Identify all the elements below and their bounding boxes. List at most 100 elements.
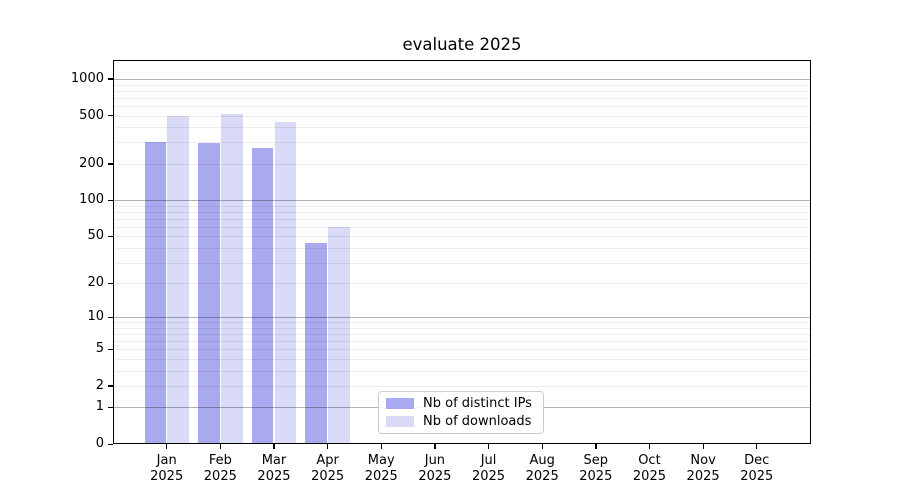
x-tick-year: 2025: [632, 468, 666, 484]
y-tick-mark-1: [107, 406, 113, 409]
y-tick-mark-200: [107, 163, 113, 165]
x-tick-month: Jun: [424, 453, 446, 468]
x-tick-label-jun: Jun 2025: [403, 453, 467, 484]
gridline-y-800: [113, 90, 811, 92]
gridline-y-1000: [113, 78, 811, 80]
x-tick-month: Sep: [583, 453, 609, 468]
x-tick-mark-feb: [219, 444, 222, 449]
x-tick-mark-jan: [166, 444, 168, 449]
y-tick-mark-5: [107, 348, 113, 351]
gridline-y-400: [113, 127, 811, 129]
x-tick-month: Mar: [261, 453, 287, 468]
x-tick-year: 2025: [525, 468, 559, 484]
y-tick-label-2: 2: [95, 377, 104, 393]
y-tick-mark-0: [107, 443, 113, 445]
x-tick-label-oct: Oct 2025: [617, 453, 681, 484]
bar-distinct-ips: [251, 148, 274, 444]
bar-distinct-ips: [305, 242, 327, 444]
gridline-y-50: [113, 236, 811, 238]
gridline-y-40: [113, 247, 811, 249]
y-tick-label-200: 200: [79, 155, 104, 171]
x-tick-label-mar: Mar 2025: [242, 453, 306, 484]
gridline-y-70: [113, 218, 811, 220]
x-tick-year: 2025: [364, 468, 398, 484]
bar-downloads: [220, 113, 243, 444]
gridline-y-80: [113, 211, 811, 213]
x-tick-mark-apr: [327, 444, 329, 449]
y-tick-label-50: 50: [87, 228, 104, 244]
x-tick-month: Feb: [208, 453, 232, 468]
x-tick-label-nov: Nov 2025: [671, 453, 735, 484]
chart-title: evaluate 2025: [402, 35, 522, 54]
y-tick-mark-10: [107, 316, 113, 318]
y-tick-label-100: 100: [79, 192, 104, 208]
gridline-y-4: [113, 358, 811, 360]
gridline-y-600: [113, 105, 811, 107]
bar-downloads: [328, 226, 350, 444]
x-tick-label-aug: Aug 2025: [510, 453, 574, 484]
gridline-y-10: [113, 317, 811, 319]
y-tick-label-5: 5: [95, 341, 104, 357]
x-tick-year: 2025: [579, 468, 613, 484]
legend-entry: Nb of distinct IPs: [386, 396, 536, 411]
legend-swatch-distinct-ips: [386, 397, 414, 410]
gridline-y-6: [113, 341, 811, 343]
x-tick-month: May: [367, 453, 395, 468]
x-tick-mark-dec: [756, 444, 758, 449]
x-tick-mark-sep: [595, 444, 597, 449]
y-tick-label-10: 10: [87, 309, 104, 325]
x-tick-mark-may: [380, 444, 382, 449]
gridline-y-200: [113, 163, 811, 165]
y-tick-mark-1000: [107, 78, 113, 80]
gridline-y-2: [113, 385, 811, 387]
x-tick-label-may: May 2025: [349, 453, 413, 484]
x-tick-label-dec: Dec 2025: [725, 453, 789, 484]
x-tick-label-apr: Apr 2025: [296, 453, 360, 484]
x-tick-month: Nov: [690, 453, 716, 468]
x-tick-label-jan: Jan 2025: [135, 453, 199, 484]
x-tick-mark-aug: [541, 444, 543, 449]
x-tick-mark-mar: [273, 444, 275, 449]
x-tick-year: 2025: [203, 468, 237, 484]
bar-downloads: [167, 115, 189, 444]
x-tick-month: Dec: [744, 453, 770, 468]
bar-distinct-ips: [198, 143, 220, 444]
y-tick-mark-50: [107, 235, 113, 237]
x-tick-mark-nov: [702, 444, 704, 449]
gridline-y-20: [113, 283, 811, 285]
x-tick-label-jul: Jul 2025: [457, 453, 521, 484]
x-tick-mark-oct: [648, 444, 651, 449]
x-tick-month: Oct: [638, 453, 661, 468]
y-tick-label-500: 500: [79, 107, 104, 123]
y-tick-mark-2: [107, 385, 113, 387]
gridline-y-7: [113, 334, 811, 336]
y-tick-label-1000: 1000: [70, 70, 104, 86]
legend: Nb of distinct IPs Nb of downloads: [378, 391, 544, 434]
plot-area: [113, 60, 811, 444]
y-tick-label-0: 0: [95, 436, 104, 451]
gridline-y-100: [113, 200, 811, 202]
gridline-y-300: [113, 142, 811, 144]
y-tick-label-20: 20: [87, 275, 104, 291]
y-tick-mark-500: [107, 115, 113, 117]
gridline-y-8: [113, 327, 811, 329]
gridline-y-9: [113, 322, 811, 324]
x-tick-year: 2025: [418, 468, 452, 484]
legend-swatch-downloads: [386, 415, 414, 428]
gridline-y-3: [113, 370, 811, 372]
x-tick-year: 2025: [311, 468, 345, 484]
x-tick-year: 2025: [150, 468, 184, 484]
x-tick-month: Apr: [316, 453, 339, 468]
x-tick-year: 2025: [471, 468, 506, 484]
gridline-y-60: [113, 226, 811, 228]
gridline-y-5: [113, 349, 811, 351]
gridline-y-30: [113, 262, 811, 264]
legend-label: Nb of distinct IPs: [423, 396, 532, 411]
gridline-y-500: [113, 115, 811, 117]
y-tick-mark-100: [107, 199, 113, 201]
gridline-y-90: [113, 205, 811, 207]
x-tick-mark-jun: [434, 444, 436, 449]
x-tick-year: 2025: [740, 468, 774, 484]
legend-entry: Nb of downloads: [386, 414, 536, 429]
